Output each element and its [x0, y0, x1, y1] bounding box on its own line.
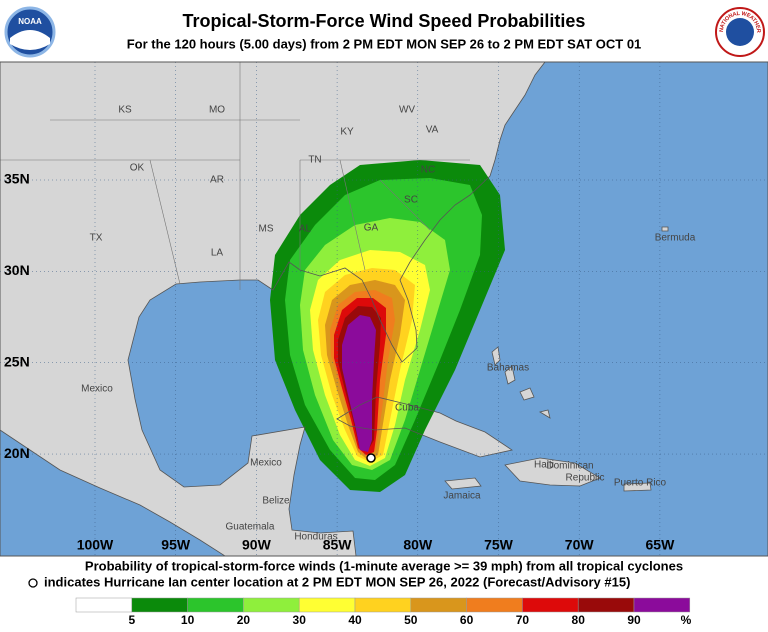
longitude-label: 95W: [161, 537, 191, 553]
legend-swatch: [243, 597, 300, 613]
place-label: MO: [209, 105, 225, 116]
legend-swatch: [131, 597, 188, 613]
coastline: [623, 482, 652, 492]
legend-tick-label: 70: [516, 613, 530, 627]
longitude-label: 70W: [565, 537, 595, 553]
place-label: Cuba: [395, 403, 419, 414]
place-label: Bermuda: [655, 233, 696, 244]
graticule: 35N 30N 25N 20N 100W 95W 90W 85W 80W 75W 70W 65W: [0, 62, 768, 556]
place-label: WV: [399, 105, 415, 116]
legend-tick-label: 10: [181, 613, 195, 627]
title: Tropical-Storm-Force Wind Speed Probabil…: [183, 11, 586, 31]
coastline: [491, 346, 501, 366]
place-label: Guatemala: [226, 522, 275, 533]
place-label: SC: [404, 195, 418, 206]
place-label: OK: [130, 163, 145, 174]
landmass: [505, 366, 515, 384]
coastline: [504, 457, 601, 487]
coastline: [504, 365, 516, 385]
caption-line: indicates Hurricane Ian center location …: [44, 574, 630, 589]
place-label: Mexico: [81, 384, 113, 395]
noaa-logo-text: NOAA: [18, 17, 42, 26]
landmass: [662, 227, 668, 231]
landmass: [505, 458, 600, 486]
legend-swatch: [354, 597, 412, 613]
place-label: Dominican: [546, 461, 593, 472]
legend-swatch: [633, 597, 691, 613]
place-labels: KS MO KY WV VA TN NC OK AR SC GA AL MS LA TX Mexico Baha…: [81, 105, 696, 543]
place-label: KS: [118, 105, 132, 116]
map-frame: [0, 61, 768, 557]
coastline: [336, 396, 514, 458]
coastlines: [0, 61, 669, 557]
place-label: VA: [426, 125, 439, 136]
state-border: [149, 159, 181, 285]
coastline: [661, 226, 669, 232]
legend-tick-label: 20: [237, 613, 251, 627]
storm-center: [366, 453, 376, 463]
legend-swatch: [187, 597, 244, 613]
state-border: [379, 179, 431, 231]
place-label: Belize: [262, 496, 290, 507]
nws-logo-inner: [726, 18, 754, 46]
legend-swatch: [577, 597, 635, 613]
place-label: KY: [340, 127, 354, 138]
place-label: LA: [211, 248, 224, 259]
legend-swatch: [298, 597, 356, 613]
legend-tick-label: 30: [293, 613, 307, 627]
landmass: [540, 410, 550, 418]
legend-tick-label: 80: [572, 613, 586, 627]
longitude-label: 65W: [646, 537, 676, 553]
legend-tick-label: 5: [128, 613, 135, 627]
legend-swatch: [466, 597, 523, 613]
place-label: Puerto Rico: [614, 478, 667, 489]
longitude-label: 75W: [484, 537, 514, 553]
legend-tick-label: 40: [348, 613, 362, 627]
latitude-label: 25N: [4, 353, 30, 369]
legend-unit: %: [681, 613, 692, 627]
legend-tick-label: 60: [460, 613, 474, 627]
legend-swatch: [522, 597, 579, 613]
place-label: AR: [210, 175, 224, 186]
coastline: [444, 477, 482, 490]
legend-tick-label: 90: [627, 613, 641, 627]
coastline: [519, 387, 535, 401]
probability-contour: [342, 315, 376, 452]
place-label: Republic: [566, 473, 605, 484]
place-label: Honduras: [294, 532, 337, 543]
latitude-label: 35N: [4, 171, 30, 187]
place-label: NC: [421, 165, 435, 176]
longitude-label: 100W: [77, 537, 114, 553]
legend: 5 10 20 30 40 50 60 70 80 90%: [75, 597, 692, 627]
storm-center-symbol: [28, 578, 38, 588]
place-label: TX: [90, 233, 103, 244]
place-label: AL: [299, 224, 312, 235]
probability-contours: [270, 160, 505, 492]
latitude-label: 20N: [4, 445, 30, 461]
coastline: [538, 409, 551, 419]
place-label: TN: [308, 155, 321, 166]
subtitle: For the 120 hours (5.00 days) from 2 PM …: [127, 36, 642, 51]
latitude-label: 30N: [4, 262, 30, 278]
longitude-label: 90W: [242, 537, 272, 553]
legend-swatch: [75, 597, 133, 613]
place-label: MS: [259, 224, 274, 235]
longitude-label: 85W: [323, 537, 353, 553]
place-label: Haiti: [534, 460, 554, 471]
place-label: Mexico: [250, 458, 282, 469]
legend-tick-label: 50: [404, 613, 418, 627]
noaa-logo-bird: [10, 30, 50, 50]
landmass: [624, 483, 651, 491]
caption-line: Probability of tropical-storm-force wind…: [85, 558, 683, 573]
longitude-label: 80W: [403, 537, 433, 553]
place-label: Bahamas: [487, 363, 529, 374]
legend-swatch: [410, 597, 467, 613]
place-label: Jamaica: [443, 491, 481, 502]
landmass: [445, 478, 481, 489]
state-border: [339, 159, 366, 271]
place-label: GA: [364, 223, 379, 234]
